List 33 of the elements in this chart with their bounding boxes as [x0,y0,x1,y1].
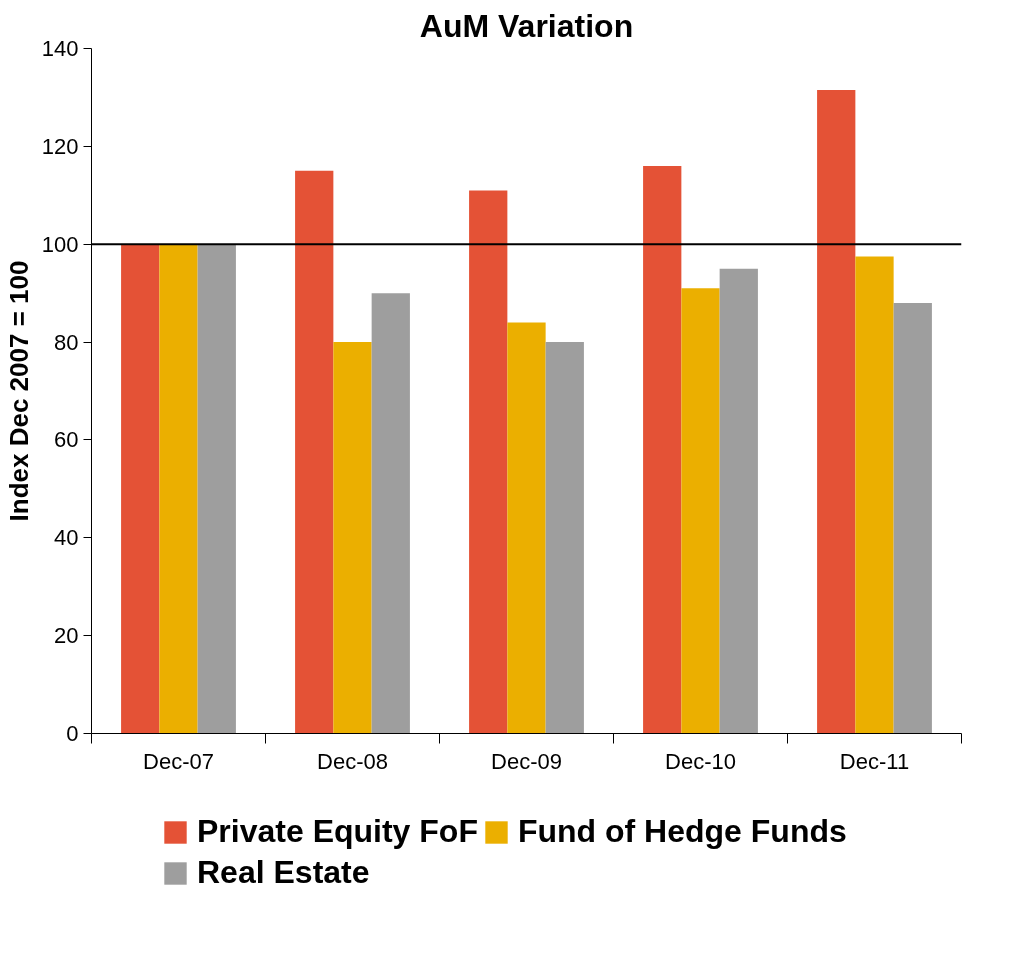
legend-label: Private Equity FoF [197,813,478,850]
y-tick-label: 140 [41,36,79,61]
y-tick-label: 60 [54,427,79,453]
bar [817,90,856,734]
bar [719,268,758,734]
x-tick-label: Dec-08 [317,748,388,774]
bar [197,244,236,734]
x-tick-label: Dec-07 [143,748,214,774]
bar [371,293,410,734]
y-axis-title: Index Dec 2007 = 100 [3,260,34,522]
x-tick-label: Dec-09 [491,748,562,774]
bar [681,288,720,734]
y-tick-label: 40 [54,525,79,551]
y-tick-label: 120 [41,133,79,159]
bar [545,342,584,734]
chart-title: AuM Variation [419,7,634,44]
bar [295,170,334,734]
legend-label: Fund of Hedge Funds [517,813,847,850]
x-tick-label: Dec-11 [839,748,910,774]
y-tick-label: 100 [41,231,79,257]
bar [855,256,894,734]
bar [469,190,508,734]
legend-label: Real Estate [197,854,370,891]
bar [643,165,682,734]
bar [159,244,198,734]
bar [507,322,546,734]
y-tick-label: 20 [54,623,79,649]
bar [121,244,160,734]
x-tick-label: Dec-10 [665,748,736,774]
bar [333,342,372,734]
y-tick-label: 80 [54,329,79,355]
y-tick-label: 0 [66,721,79,746]
bar [893,302,932,734]
